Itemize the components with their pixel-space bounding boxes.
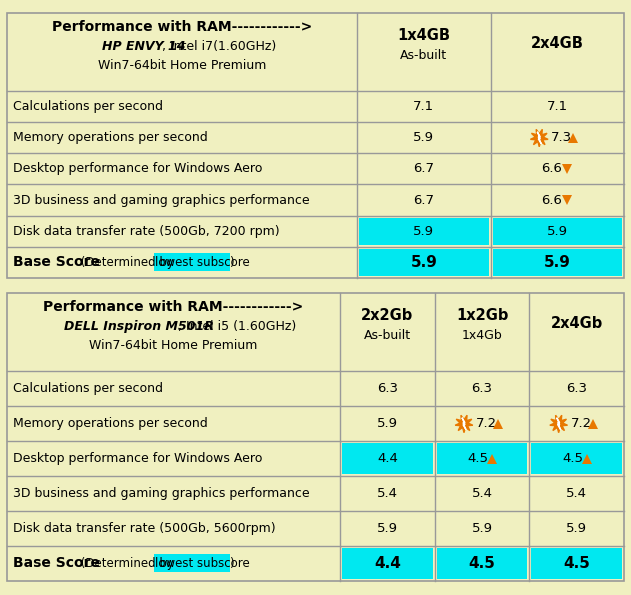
Text: 6.7: 6.7 bbox=[413, 162, 434, 176]
Text: 6.6: 6.6 bbox=[541, 162, 562, 176]
Text: 5.9: 5.9 bbox=[377, 522, 398, 535]
Text: 7.2: 7.2 bbox=[476, 417, 497, 430]
Text: 4.5: 4.5 bbox=[563, 556, 590, 571]
Text: 2x4Gb: 2x4Gb bbox=[550, 316, 603, 331]
Text: Win7-64bit Home Premium: Win7-64bit Home Premium bbox=[90, 339, 257, 352]
Bar bbox=[342, 548, 433, 579]
Text: Performance with RAM------------>: Performance with RAM------------> bbox=[44, 300, 304, 314]
Text: Memory operations per second: Memory operations per second bbox=[13, 131, 208, 144]
Polygon shape bbox=[537, 131, 541, 144]
Bar bbox=[531, 443, 622, 474]
Text: (Determined by: (Determined by bbox=[77, 256, 177, 269]
Text: HP ENVY 14: HP ENVY 14 bbox=[102, 40, 185, 52]
Text: Desktop performance for Windows Aero: Desktop performance for Windows Aero bbox=[13, 452, 262, 465]
Text: 6.3: 6.3 bbox=[377, 382, 398, 395]
Text: (Determined by: (Determined by bbox=[77, 557, 177, 570]
Text: Desktop performance for Windows Aero: Desktop performance for Windows Aero bbox=[13, 162, 262, 176]
Bar bbox=[342, 443, 433, 474]
Text: 5.9: 5.9 bbox=[413, 131, 434, 144]
Text: As-built: As-built bbox=[400, 49, 447, 62]
Text: lowest subscore: lowest subscore bbox=[155, 256, 250, 269]
Text: Calculations per second: Calculations per second bbox=[13, 382, 163, 395]
Text: DELL Inspiron M501R: DELL Inspiron M501R bbox=[64, 320, 213, 333]
Polygon shape bbox=[557, 418, 561, 430]
Text: 6.3: 6.3 bbox=[566, 382, 587, 395]
Text: 4.4: 4.4 bbox=[374, 556, 401, 571]
Text: 1x2Gb: 1x2Gb bbox=[456, 308, 508, 323]
Text: 3D business and gaming graphics performance: 3D business and gaming graphics performa… bbox=[13, 193, 310, 206]
Text: , Intel i5 (1.60GHz): , Intel i5 (1.60GHz) bbox=[177, 320, 296, 333]
Text: Base Score: Base Score bbox=[13, 255, 100, 270]
Bar bbox=[437, 443, 528, 474]
Text: 2x2Gb: 2x2Gb bbox=[361, 308, 413, 323]
Polygon shape bbox=[550, 415, 567, 433]
Bar bbox=[7, 293, 624, 581]
Bar bbox=[493, 218, 622, 245]
Text: As-built: As-built bbox=[363, 329, 411, 342]
Text: Disk data transfer rate (500Gb, 7200 rpm): Disk data transfer rate (500Gb, 7200 rpm… bbox=[13, 225, 280, 237]
Text: lowest subscore: lowest subscore bbox=[155, 557, 250, 570]
Text: 3D business and gaming graphics performance: 3D business and gaming graphics performa… bbox=[13, 487, 310, 500]
Text: ): ) bbox=[229, 557, 233, 570]
Text: 4.4: 4.4 bbox=[377, 452, 398, 465]
Text: Performance with RAM------------>: Performance with RAM------------> bbox=[52, 20, 312, 34]
Text: Disk data transfer rate (500Gb, 5600rpm): Disk data transfer rate (500Gb, 5600rpm) bbox=[13, 522, 276, 535]
Polygon shape bbox=[455, 415, 473, 433]
Bar bbox=[7, 13, 624, 278]
Text: 5.9: 5.9 bbox=[546, 225, 568, 237]
Text: Memory operations per second: Memory operations per second bbox=[13, 417, 208, 430]
Text: 5.9: 5.9 bbox=[566, 522, 587, 535]
Text: 5.4: 5.4 bbox=[566, 487, 587, 500]
Bar bbox=[359, 249, 488, 276]
Text: 4.5: 4.5 bbox=[469, 556, 495, 571]
Text: Calculations per second: Calculations per second bbox=[13, 100, 163, 113]
Text: 2x4GB: 2x4GB bbox=[531, 36, 584, 51]
Bar bbox=[493, 249, 622, 276]
Text: 5.9: 5.9 bbox=[377, 417, 398, 430]
Bar bbox=[155, 253, 230, 271]
Text: 5.9: 5.9 bbox=[471, 522, 493, 535]
Text: 7.1: 7.1 bbox=[413, 100, 434, 113]
Text: 4.5: 4.5 bbox=[468, 452, 488, 465]
Text: 7.3: 7.3 bbox=[551, 131, 572, 144]
Text: Base Score: Base Score bbox=[13, 556, 100, 570]
Polygon shape bbox=[462, 418, 466, 430]
Text: Win7-64bit Home Premium: Win7-64bit Home Premium bbox=[98, 58, 266, 71]
Text: , Intel i7(1.60GHz): , Intel i7(1.60GHz) bbox=[162, 40, 276, 52]
Text: 5.9: 5.9 bbox=[410, 255, 437, 270]
Text: ): ) bbox=[229, 256, 233, 269]
Bar bbox=[155, 555, 230, 572]
Text: 6.7: 6.7 bbox=[413, 193, 434, 206]
Text: 1x4GB: 1x4GB bbox=[398, 27, 451, 43]
Text: 5.4: 5.4 bbox=[377, 487, 398, 500]
Text: 4.5: 4.5 bbox=[562, 452, 583, 465]
Text: 5.9: 5.9 bbox=[544, 255, 570, 270]
Text: 1x4Gb: 1x4Gb bbox=[462, 329, 502, 342]
Text: 7.2: 7.2 bbox=[570, 417, 592, 430]
Text: 6.6: 6.6 bbox=[541, 193, 562, 206]
Bar bbox=[359, 218, 488, 245]
Text: 5.4: 5.4 bbox=[471, 487, 493, 500]
Text: 5.9: 5.9 bbox=[413, 225, 434, 237]
Bar bbox=[531, 548, 622, 579]
Bar bbox=[437, 548, 528, 579]
Text: 7.1: 7.1 bbox=[546, 100, 568, 113]
Text: 6.3: 6.3 bbox=[471, 382, 493, 395]
Polygon shape bbox=[531, 129, 548, 147]
